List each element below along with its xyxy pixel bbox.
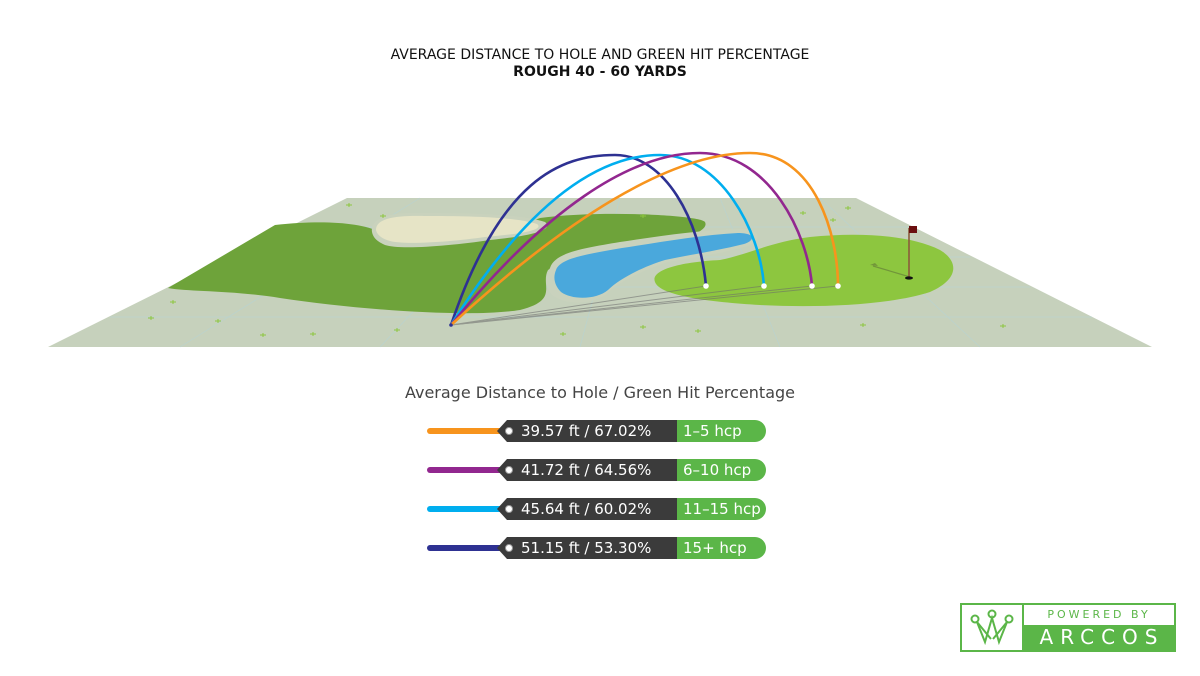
legend-value-label: 41.72 ft / 64.56% (497, 459, 677, 481)
legend-title: Average Distance to Hole / Green Hit Per… (404, 383, 796, 402)
legend-group-label: 15+ hcp (677, 537, 766, 559)
legend-item-11-15-hcp: 45.64 ft / 60.02% 11–15 hcp (427, 498, 766, 520)
legend-group-label: 6–10 hcp (677, 459, 766, 481)
legend-item-1-5-hcp: 39.57 ft / 67.02% 1–5 hcp (427, 420, 766, 442)
logo-text: POWERED BY ARCCOS (1024, 605, 1174, 650)
shot-arcs (449, 151, 840, 326)
arc-1-5-hcp (450, 151, 840, 326)
arc-15plus-hcp (449, 153, 708, 326)
chart-subtitle: ROUGH 40 - 60 YARDS (513, 64, 687, 80)
legend: 39.57 ft / 67.02% 1–5 hcp 41.72 ft / 64.… (427, 420, 766, 576)
legend-value-label: 39.57 ft / 67.02% (497, 420, 677, 442)
legend-dot (505, 544, 513, 552)
legend-swatch (427, 467, 511, 473)
legend-swatch (427, 428, 511, 434)
fairway (168, 213, 706, 314)
legend-group-label: 11–15 hcp (677, 498, 766, 520)
legend-dot (505, 466, 513, 474)
crown-icon (962, 605, 1024, 650)
legend-swatch (427, 545, 511, 551)
legend-group-label: 1–5 hcp (677, 420, 766, 442)
chart-title-block: AVERAGE DISTANCE TO HOLE AND GREEN HIT P… (0, 47, 1200, 81)
legend-dot (505, 505, 513, 513)
arc-6-10-hcp (449, 151, 814, 326)
water-hazard (554, 233, 753, 298)
chart-title: AVERAGE DISTANCE TO HOLE AND GREEN HIT P… (390, 47, 810, 63)
ground-shadow-lines (450, 285, 839, 326)
legend-item-15plus-hcp: 51.15 ft / 53.30% 15+ hcp (427, 537, 766, 559)
legend-value-label: 51.15 ft / 53.30% (497, 537, 677, 559)
legend-value-label: 45.64 ft / 60.02% (497, 498, 677, 520)
tee-point (449, 323, 453, 327)
arc-11-15-hcp (449, 153, 766, 326)
landing-points (703, 283, 841, 289)
logo-brand: ARCCOS (1024, 625, 1174, 650)
putting-green (654, 234, 954, 307)
legend-swatch (427, 506, 511, 512)
powered-by-arccos-logo: POWERED BY ARCCOS (960, 603, 1176, 652)
legend-dot (505, 427, 513, 435)
logo-powered-by: POWERED BY (1047, 608, 1151, 621)
flag-pin (870, 226, 917, 280)
grass-tufts (148, 203, 1006, 337)
legend-item-6-10-hcp: 41.72 ft / 64.56% 6–10 hcp (427, 459, 766, 481)
